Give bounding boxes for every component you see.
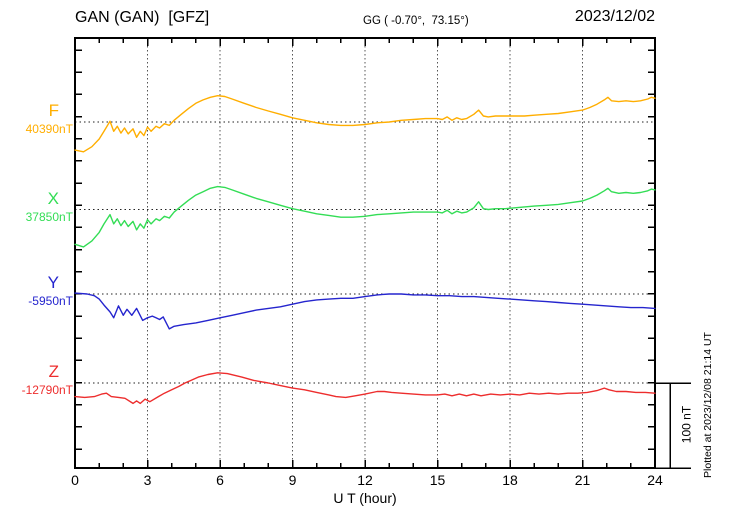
channel-letter-F: F (48, 101, 59, 120)
trace-F (74, 94, 656, 153)
channel-value-F: 40390nT (25, 122, 73, 136)
channel-value-X: 37850nT (25, 209, 73, 224)
x-tick-label: 21 (574, 472, 591, 488)
x-axis-label: U T (hour) (333, 490, 397, 506)
geographic-coords: GG ( -0.70°, 73.15°) (363, 15, 469, 27)
x-tick-label: 0 (71, 472, 79, 488)
channel-label-Y: Y -5950nT (0, 273, 73, 308)
trace-Z (74, 372, 656, 405)
x-tick-label: 15 (429, 472, 446, 488)
trace-X (74, 185, 656, 248)
channel-label-X: X 37850nT (0, 189, 73, 224)
channel-label-F: F 40390nT (0, 101, 73, 136)
channel-value-Z: -12790nT (21, 383, 73, 397)
plotted-at-note: Plotted at 2023/12/08 21:14 UT (702, 332, 714, 478)
x-tick-label: 9 (288, 472, 297, 488)
channel-value-Y: -5950nT (28, 294, 73, 308)
scale-bar-label: 100 nT (679, 405, 694, 444)
station-title: GAN (GAN) [GFZ] (75, 9, 210, 26)
x-tick-label: 6 (216, 472, 224, 488)
x-tick-label: 3 (143, 472, 152, 488)
channel-letter-X: X (47, 188, 59, 208)
channel-letter-Y: Y (47, 273, 59, 292)
x-tick-label: 18 (502, 472, 518, 488)
channel-letter-Z: Z (48, 362, 59, 381)
plot-date: 2023/12/02 (574, 8, 655, 25)
x-tick-label: 24 (647, 472, 663, 488)
trace-Y (74, 292, 656, 330)
channel-label-Z: Z -12790nT (0, 362, 73, 397)
x-tick-label: 12 (357, 472, 373, 488)
